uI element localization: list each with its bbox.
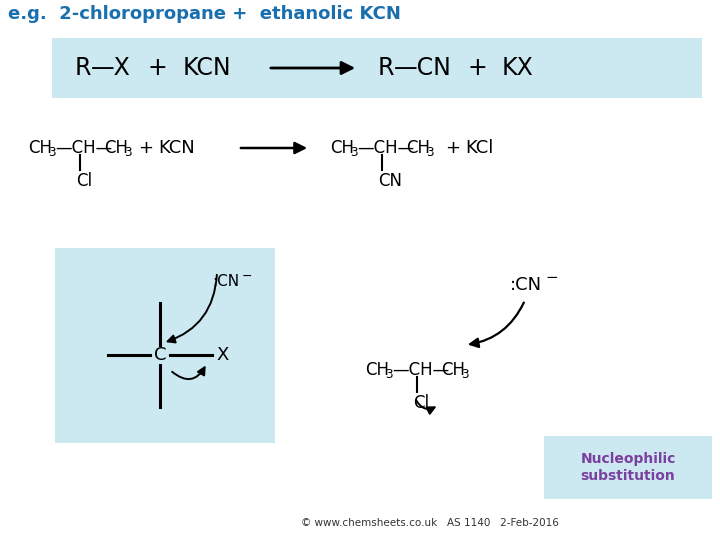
Text: 3: 3 [350, 145, 358, 159]
FancyArrowPatch shape [172, 367, 204, 379]
Text: —CN: —CN [394, 56, 452, 80]
Text: R: R [378, 56, 395, 80]
FancyBboxPatch shape [52, 38, 702, 98]
Text: R: R [75, 56, 91, 80]
Text: −: − [545, 269, 558, 285]
Text: +: + [468, 56, 487, 80]
Text: −: − [242, 269, 253, 282]
Text: —CH—: —CH— [55, 139, 112, 157]
Text: —X: —X [91, 56, 131, 80]
Text: CH: CH [104, 139, 128, 157]
Text: 3: 3 [124, 145, 132, 159]
Text: e.g.  2-chloropropane +  ethanolic KCN: e.g. 2-chloropropane + ethanolic KCN [8, 5, 401, 23]
Text: Cl: Cl [413, 394, 429, 412]
Text: Cl: Cl [76, 172, 92, 190]
Text: CH: CH [365, 361, 389, 379]
Text: :CN: :CN [212, 274, 239, 289]
Text: —CH—: —CH— [357, 139, 414, 157]
FancyBboxPatch shape [55, 248, 275, 443]
Text: CN: CN [378, 172, 402, 190]
FancyArrowPatch shape [168, 275, 217, 342]
FancyArrowPatch shape [470, 302, 524, 347]
Text: —CH—: —CH— [392, 361, 449, 379]
Text: CH: CH [330, 139, 354, 157]
Text: Nucleophilic
substitution: Nucleophilic substitution [580, 453, 675, 483]
Text: CH: CH [441, 361, 465, 379]
Text: 3: 3 [461, 368, 469, 381]
Text: © www.chemsheets.co.uk   AS 1140   2-Feb-2016: © www.chemsheets.co.uk AS 1140 2-Feb-201… [301, 518, 559, 528]
Text: KCN: KCN [158, 139, 194, 157]
Text: KX: KX [502, 56, 534, 80]
Text: KCN: KCN [183, 56, 232, 80]
FancyArrowPatch shape [416, 401, 435, 414]
Text: +: + [445, 139, 460, 157]
Text: CH: CH [28, 139, 52, 157]
Text: CH: CH [406, 139, 430, 157]
Text: +: + [148, 56, 168, 80]
Text: C: C [154, 346, 166, 364]
Text: 3: 3 [48, 145, 55, 159]
Text: 3: 3 [385, 368, 392, 381]
Text: 3: 3 [426, 145, 433, 159]
Text: KCl: KCl [465, 139, 493, 157]
Text: :CN: :CN [510, 276, 542, 294]
FancyBboxPatch shape [544, 436, 712, 499]
Text: +: + [138, 139, 153, 157]
Text: X: X [216, 346, 228, 364]
